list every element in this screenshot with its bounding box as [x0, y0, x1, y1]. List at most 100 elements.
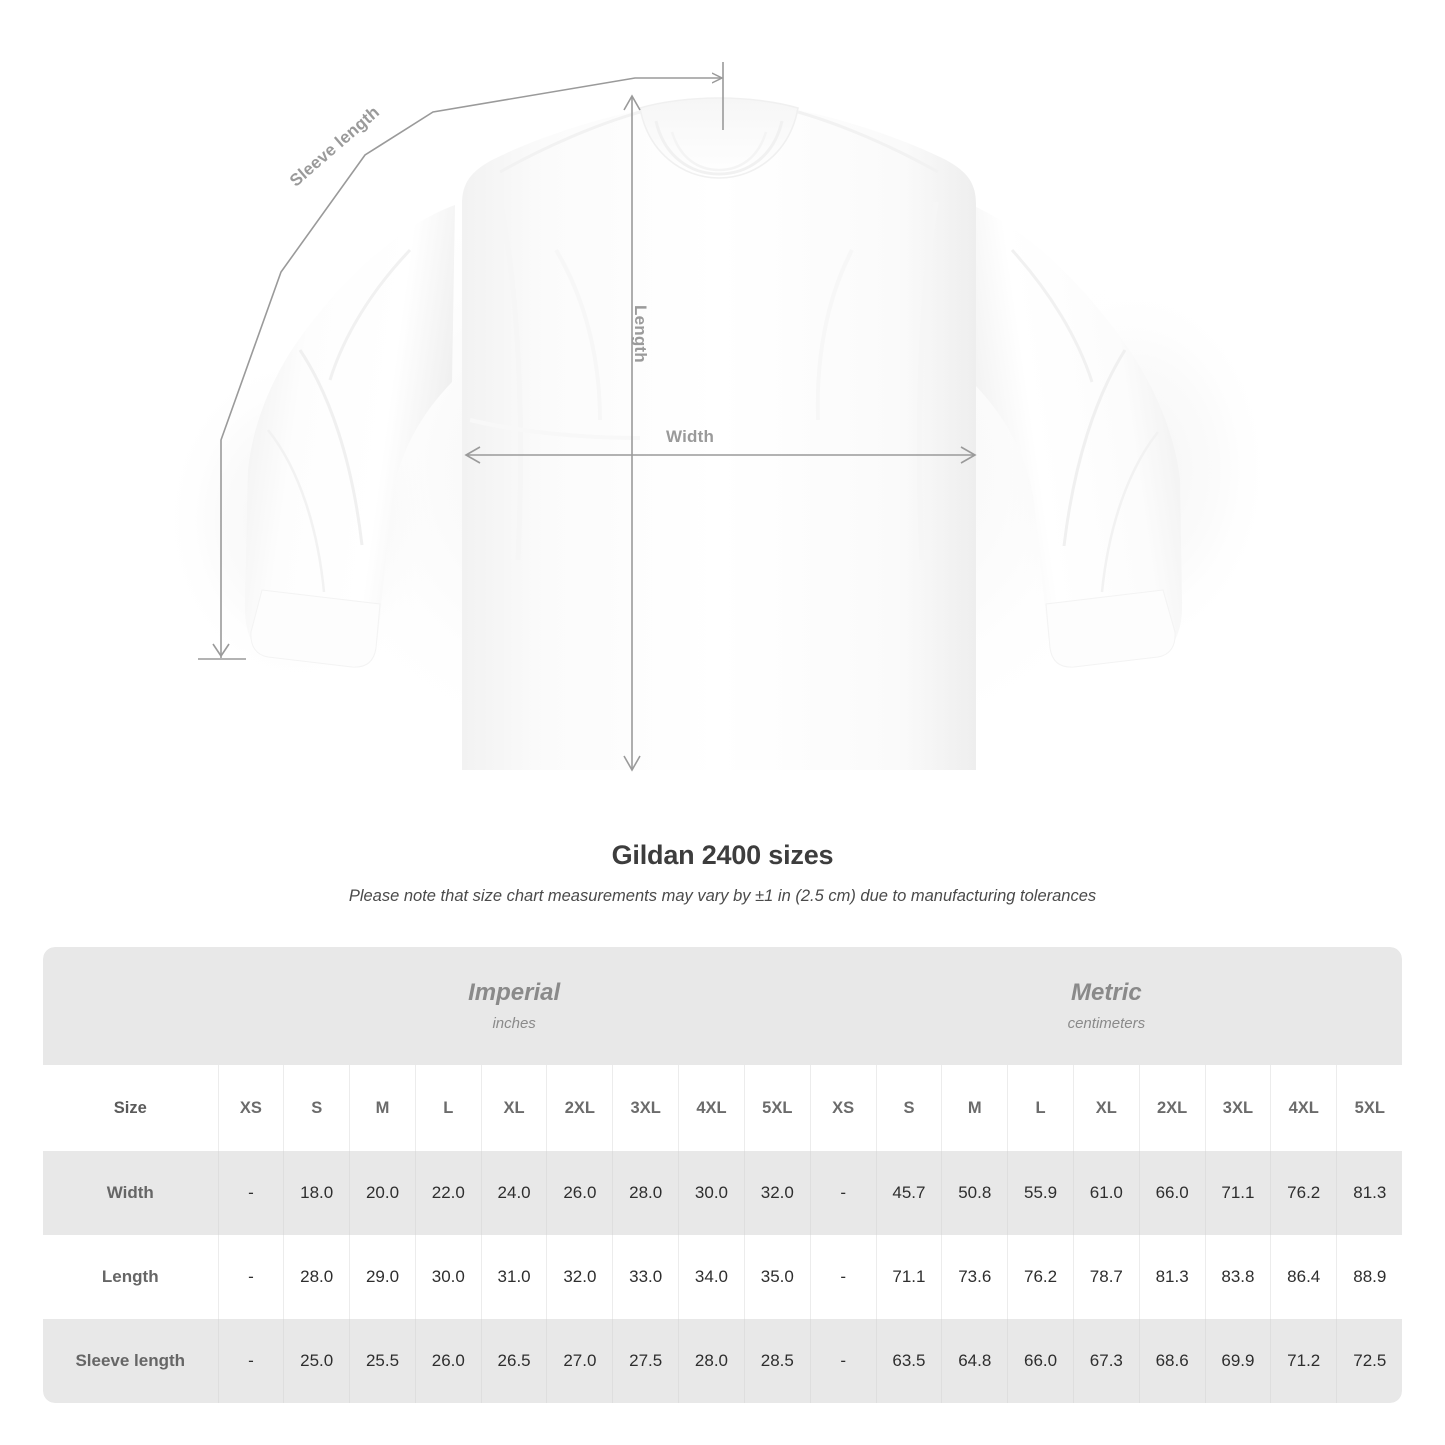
- header-size-metric-l: L: [1007, 1065, 1074, 1151]
- header-size-imperial-l: L: [414, 1065, 482, 1151]
- header-size-imperial-2xl: 2XL: [546, 1065, 613, 1151]
- width-arrow-right: [960, 446, 977, 464]
- cell-width-imperial-m: 20.0: [349, 1151, 416, 1235]
- cell-width-metric-l: 55.9: [1007, 1151, 1074, 1235]
- cell-length-imperial-s: 28.0: [283, 1235, 350, 1319]
- cell-width-metric-4xl: 76.2: [1270, 1151, 1337, 1235]
- cell-sleeve-length-imperial-3xl: 27.5: [612, 1319, 679, 1403]
- header-size-imperial-s: S: [283, 1065, 350, 1151]
- cell-sleeve-length-imperial-s: 25.0: [283, 1319, 350, 1403]
- cell-length-metric-3xl: 83.8: [1204, 1235, 1271, 1319]
- cell-sleeve-length-imperial-2xl: 27.0: [546, 1319, 613, 1403]
- banner-spacer: [43, 947, 218, 1065]
- cell-width-metric-3xl: 71.1: [1204, 1151, 1271, 1235]
- width-arrow-left: [464, 446, 481, 464]
- cell-length-imperial-2xl: 32.0: [546, 1235, 613, 1319]
- header-size-metric-xl: XL: [1072, 1065, 1140, 1151]
- header-size-metric-4xl: 4XL: [1270, 1065, 1337, 1151]
- cell-sleeve-length-imperial-5xl: 28.5: [743, 1319, 811, 1403]
- cell-length-imperial-xl: 31.0: [480, 1235, 547, 1319]
- cell-sleeve-length-metric-s: 63.5: [875, 1319, 942, 1403]
- banner-imperial: Imperial inches: [218, 947, 811, 1065]
- cell-length-metric-s: 71.1: [875, 1235, 942, 1319]
- header-size-metric-m: M: [941, 1065, 1008, 1151]
- cell-length-imperial-m: 29.0: [349, 1235, 416, 1319]
- metric-system-label: Metric: [1071, 978, 1142, 1006]
- header-size-metric-s: S: [875, 1065, 942, 1151]
- shirt-body: [462, 110, 976, 770]
- width-dimension: [464, 446, 977, 464]
- length-dimension: [623, 94, 641, 772]
- cell-width-imperial-3xl: 28.0: [612, 1151, 679, 1235]
- cell-length-metric-4xl: 86.4: [1270, 1235, 1337, 1319]
- cell-width-imperial-5xl: 32.0: [743, 1151, 811, 1235]
- table-row: Length -28.0 29.0 30.0 31.0 32.0 33.0 34.0 35.0-…: [43, 1235, 1403, 1319]
- length-arrow-down: [623, 755, 641, 772]
- tolerance-note: Please note that size chart measurements…: [348, 887, 1097, 905]
- header-size-imperial-4xl: 4XL: [678, 1065, 745, 1151]
- header-size-imperial-xl: XL: [480, 1065, 547, 1151]
- collar: [639, 97, 799, 179]
- right-sleeve: [960, 200, 1183, 664]
- table-row: Width -18.0 20.0 22.0 24.0 26.0 28.0 30.0 32.0-4…: [43, 1151, 1403, 1235]
- size-chart-table: Imperial inches Metric centimeters Size …: [43, 947, 1403, 1403]
- garment-diagram: Sleeve length Length Width: [160, 62, 1275, 800]
- cell-width-imperial-4xl: 30.0: [678, 1151, 745, 1235]
- left-sleeve: [244, 205, 455, 664]
- cell-sleeve-length-metric-xl: 67.3: [1072, 1319, 1140, 1403]
- cell-width-imperial-xs: -: [217, 1151, 284, 1235]
- table-row: Sleeve length -25.0 25.5 26.0 26.5 27.0 27.5 28…: [43, 1319, 1403, 1403]
- sleeve-length-dimension: [198, 62, 724, 660]
- cell-width-imperial-xl: 24.0: [480, 1151, 547, 1235]
- left-cuff: [250, 589, 381, 668]
- cell-length-imperial-5xl: 35.0: [743, 1235, 811, 1319]
- cell-length-imperial-l: 30.0: [414, 1235, 482, 1319]
- metric-unit-label: centimeters: [1067, 1015, 1146, 1033]
- cell-sleeve-length-metric-2xl: 68.6: [1138, 1319, 1206, 1403]
- header-size-metric-5xl: 5XL: [1336, 1065, 1403, 1151]
- width-label: Width: [666, 427, 715, 446]
- row-label-width: Width: [43, 1151, 218, 1235]
- shirt-illustration: [160, 62, 1275, 800]
- header-size-imperial-m: M: [349, 1065, 416, 1151]
- cell-width-metric-2xl: 66.0: [1138, 1151, 1206, 1235]
- cell-sleeve-length-metric-3xl: 69.9: [1204, 1319, 1271, 1403]
- cell-width-imperial-s: 18.0: [283, 1151, 350, 1235]
- header-size-imperial-xs: XS: [217, 1065, 284, 1151]
- cell-sleeve-length-imperial-4xl: 28.0: [678, 1319, 745, 1403]
- header-size-corner: Size: [43, 1065, 218, 1151]
- cell-sleeve-length-metric-4xl: 71.2: [1270, 1319, 1337, 1403]
- cell-sleeve-length-metric-m: 64.8: [941, 1319, 1008, 1403]
- cell-width-metric-5xl: 81.3: [1336, 1151, 1403, 1235]
- cell-width-metric-xs: -: [809, 1151, 877, 1235]
- cell-sleeve-length-imperial-xs: -: [217, 1319, 284, 1403]
- length-arrow-up: [623, 94, 641, 111]
- cell-width-imperial-2xl: 26.0: [546, 1151, 613, 1235]
- cell-sleeve-length-metric-5xl: 72.5: [1336, 1319, 1403, 1403]
- cell-sleeve-length-imperial-l: 26.0: [414, 1319, 482, 1403]
- size-chart-table-wrapper: Imperial inches Metric centimeters Size …: [43, 947, 1403, 1403]
- cell-length-metric-xs: -: [809, 1235, 877, 1319]
- cell-length-metric-xl: 78.7: [1072, 1235, 1140, 1319]
- cell-length-metric-l: 76.2: [1007, 1235, 1074, 1319]
- header-size-metric-3xl: 3XL: [1204, 1065, 1271, 1151]
- header-size-imperial-5xl: 5XL: [743, 1065, 811, 1151]
- row-label-length: Length: [43, 1235, 218, 1319]
- cell-width-metric-s: 45.7: [875, 1151, 942, 1235]
- cell-sleeve-length-metric-l: 66.0: [1007, 1319, 1074, 1403]
- title-block: Gildan 2400 sizes Please note that size …: [0, 840, 1445, 906]
- cell-sleeve-length-metric-xs: -: [809, 1319, 877, 1403]
- cell-length-imperial-3xl: 33.0: [612, 1235, 679, 1319]
- header-size-metric-2xl: 2XL: [1138, 1065, 1206, 1151]
- cell-width-metric-xl: 61.0: [1072, 1151, 1140, 1235]
- cell-length-imperial-xs: -: [217, 1235, 284, 1319]
- imperial-unit-label: inches: [492, 1015, 536, 1033]
- table-header-row: Size XS S M L XL 2XL 3XL 4XL 5XL XS S M L XL 2XL 3XL 4XL…: [43, 1065, 1403, 1151]
- header-size-imperial-3xl: 3XL: [612, 1065, 679, 1151]
- right-cuff: [1045, 589, 1176, 668]
- cell-width-metric-m: 50.8: [941, 1151, 1008, 1235]
- imperial-system-label: Imperial: [468, 978, 561, 1006]
- cell-length-imperial-4xl: 34.0: [678, 1235, 745, 1319]
- cell-length-metric-5xl: 88.9: [1336, 1235, 1403, 1319]
- unit-system-banner-row: Imperial inches Metric centimeters: [43, 947, 1403, 1065]
